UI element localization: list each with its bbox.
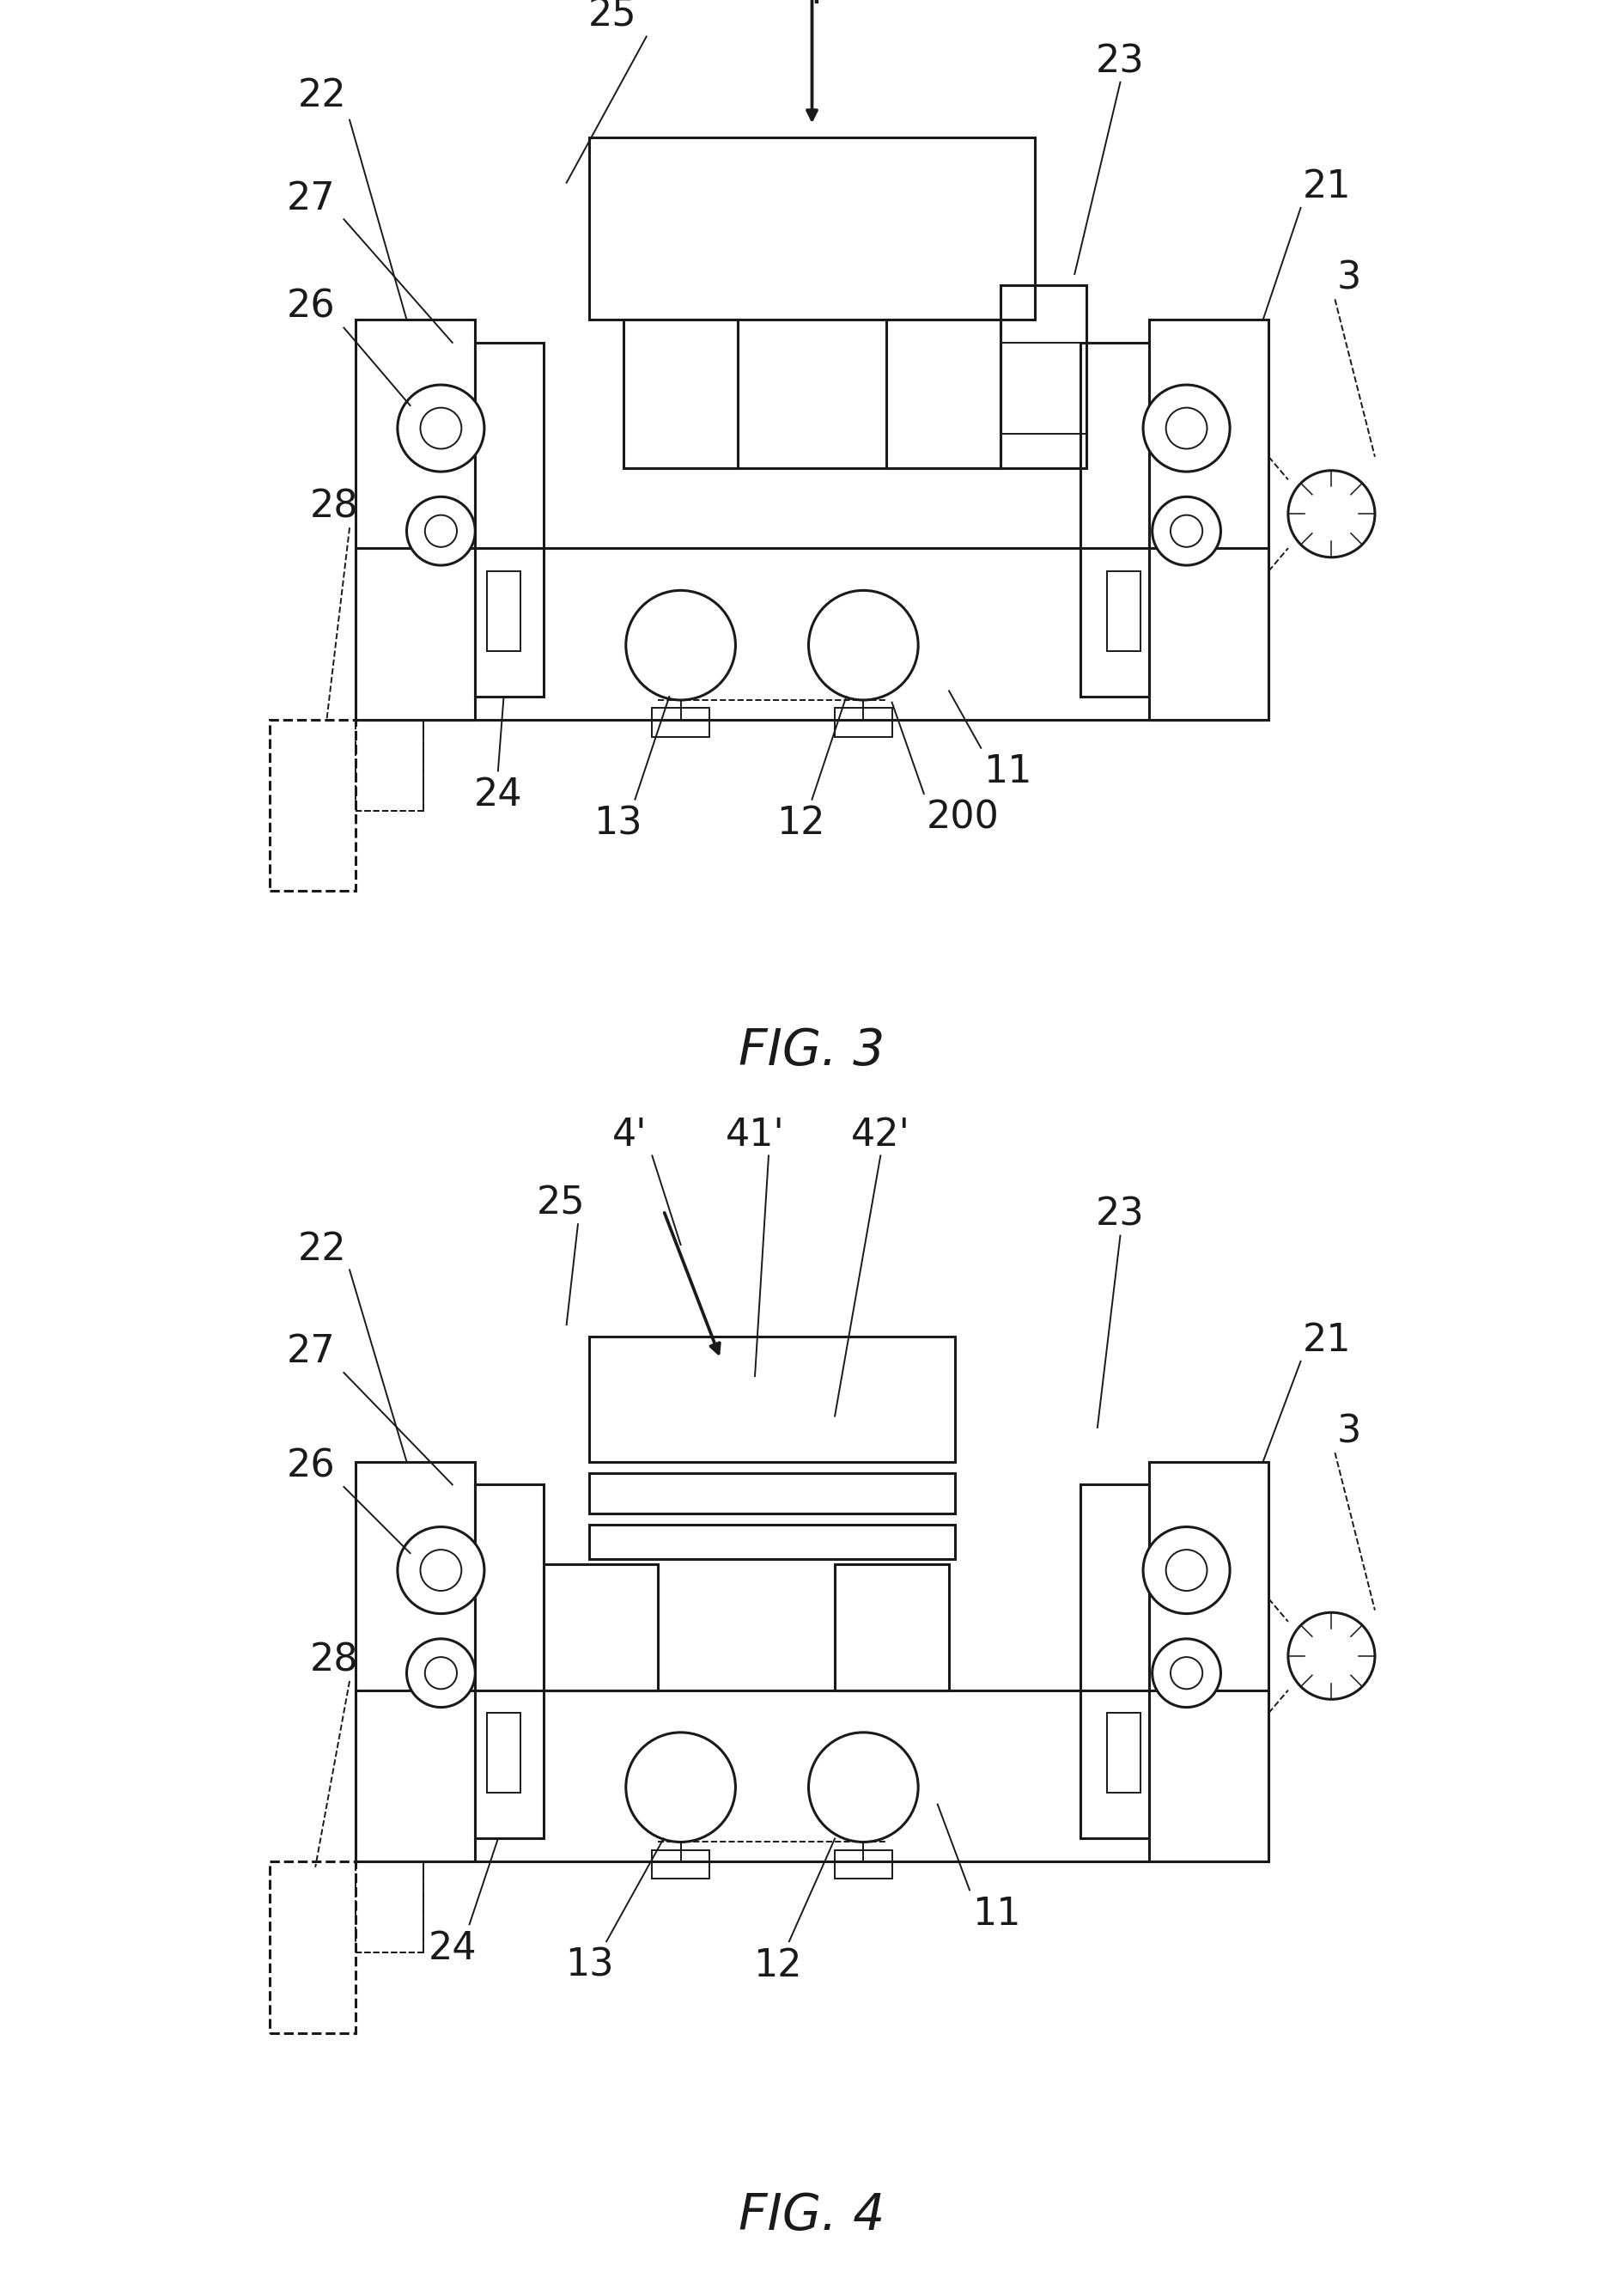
Circle shape: [1143, 1528, 1229, 1613]
Bar: [1080, 1485, 1148, 1839]
Text: 27: 27: [287, 180, 336, 217]
Text: 26: 26: [287, 1448, 336, 1485]
Circle shape: [1143, 384, 1229, 473]
Bar: [487, 1713, 521, 1793]
Bar: [835, 1565, 948, 1690]
Bar: [270, 1861, 356, 2033]
Text: 13: 13: [565, 1946, 614, 1985]
Bar: [476, 1485, 544, 1839]
Text: 27: 27: [287, 1334, 336, 1370]
Bar: [590, 1526, 955, 1558]
Text: 13: 13: [594, 806, 641, 843]
Bar: [1106, 571, 1140, 651]
Bar: [1148, 1462, 1268, 1861]
Bar: [476, 343, 544, 697]
Text: 22: 22: [299, 1231, 348, 1268]
Text: 24: 24: [429, 1930, 477, 1967]
Bar: [356, 1690, 1268, 1861]
Circle shape: [1153, 498, 1221, 566]
Circle shape: [406, 498, 476, 566]
Text: 3: 3: [1337, 1414, 1361, 1450]
Text: 28: 28: [310, 1642, 359, 1679]
Bar: [487, 571, 521, 651]
Bar: [1106, 1713, 1140, 1793]
Bar: [1000, 343, 1086, 434]
Bar: [1080, 343, 1148, 697]
Circle shape: [1153, 1640, 1221, 1708]
Text: 24: 24: [474, 777, 523, 813]
Bar: [356, 1462, 476, 1861]
Text: 23: 23: [1096, 43, 1145, 80]
Text: 4': 4': [612, 1117, 646, 1153]
Text: 41': 41': [726, 1117, 784, 1153]
Circle shape: [406, 1640, 476, 1708]
Text: 11: 11: [971, 1896, 1020, 1932]
Circle shape: [1288, 471, 1376, 557]
Bar: [270, 719, 356, 891]
Bar: [1000, 286, 1086, 468]
Text: 22: 22: [299, 78, 348, 114]
Text: 26: 26: [287, 288, 336, 327]
Text: 3: 3: [1337, 260, 1361, 297]
Bar: [835, 1850, 892, 1877]
Text: 12: 12: [754, 1946, 802, 1985]
Text: 11: 11: [983, 754, 1031, 790]
Text: 21: 21: [1302, 169, 1351, 206]
Text: FIG. 4: FIG. 4: [739, 2190, 885, 2241]
Circle shape: [398, 1528, 484, 1613]
Circle shape: [398, 384, 484, 473]
Circle shape: [809, 592, 918, 701]
Text: 4: 4: [801, 0, 823, 11]
Bar: [356, 719, 424, 811]
Circle shape: [625, 1731, 736, 1841]
Bar: [356, 320, 476, 719]
Text: 28: 28: [310, 489, 359, 525]
Circle shape: [625, 592, 736, 701]
Bar: [590, 1473, 955, 1514]
Bar: [835, 708, 892, 738]
Bar: [590, 137, 1034, 320]
Bar: [356, 548, 1268, 719]
Text: 25: 25: [588, 0, 637, 34]
Circle shape: [1288, 1613, 1376, 1699]
Text: 200: 200: [926, 799, 999, 836]
Bar: [887, 320, 1000, 468]
Bar: [544, 1565, 658, 1690]
Text: 12: 12: [776, 806, 825, 843]
Text: 21: 21: [1302, 1322, 1351, 1359]
Text: 42': 42': [851, 1117, 909, 1153]
Bar: [653, 708, 710, 738]
Bar: [1148, 320, 1268, 719]
Text: 23: 23: [1096, 1197, 1145, 1233]
Bar: [653, 1850, 710, 1877]
Bar: [590, 1336, 955, 1462]
Bar: [356, 1861, 424, 1953]
Bar: [624, 320, 737, 468]
Text: 25: 25: [536, 1185, 585, 1222]
Text: FIG. 3: FIG. 3: [739, 1026, 885, 1076]
Circle shape: [809, 1731, 918, 1841]
